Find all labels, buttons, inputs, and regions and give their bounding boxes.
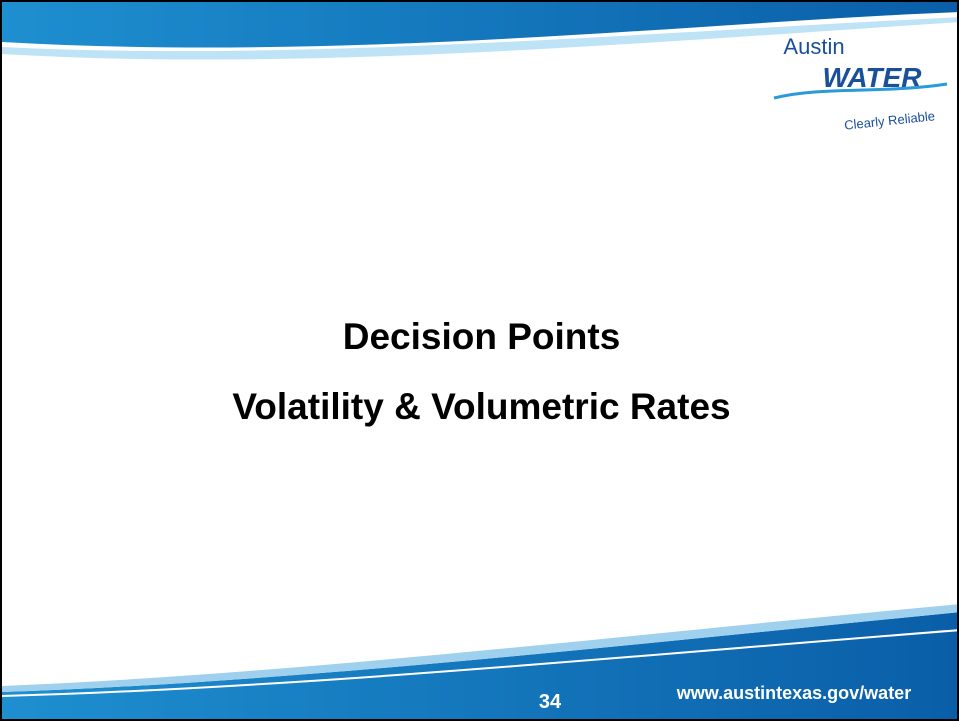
bottom-wave-light [2, 604, 957, 692]
top-wave-light [2, 17, 957, 60]
logo-name: Austin [783, 34, 844, 59]
page-number: 34 [539, 691, 562, 713]
bottom-line [2, 629, 957, 697]
logo-tagline: Clearly Reliable [843, 108, 935, 132]
title-line-1: Decision Points [342, 316, 621, 357]
title-line-2: Volatility & Volumetric Rates [232, 386, 731, 427]
bottom-wave [2, 612, 957, 719]
top-wave [2, 2, 957, 48]
footer-url: www.austintexas.gov/water [676, 683, 911, 703]
logo-swoosh [773, 82, 948, 100]
